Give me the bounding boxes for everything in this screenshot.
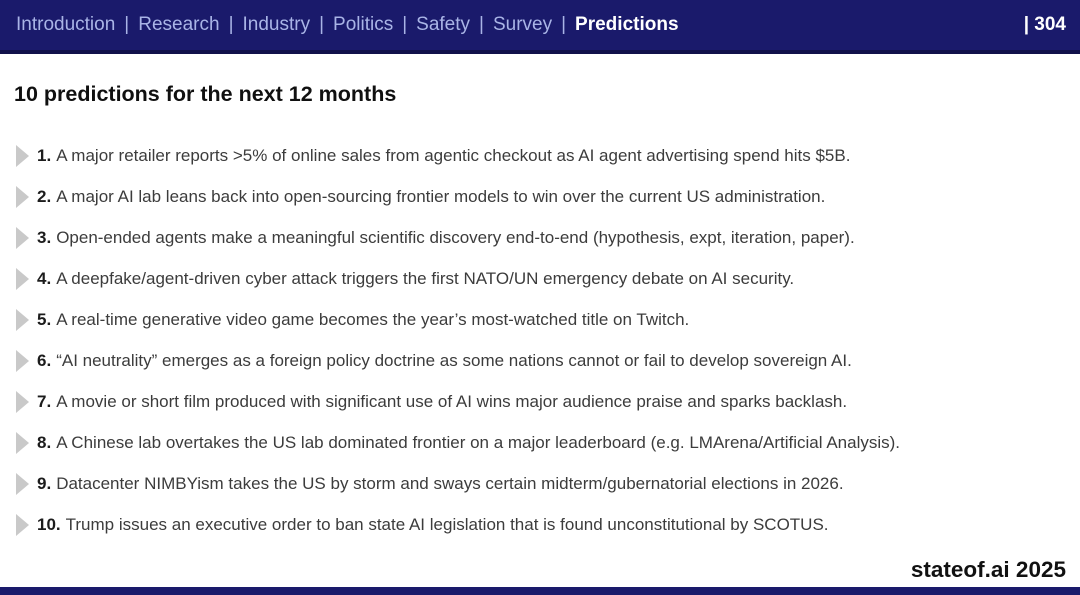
- nav-item-predictions[interactable]: Predictions: [575, 14, 679, 35]
- prediction-number: 3.: [37, 227, 52, 247]
- nav-item-industry[interactable]: Industry: [242, 14, 311, 35]
- prediction-item: 9. Datacenter NIMBYism takes the US by s…: [16, 463, 1072, 504]
- prediction-item: 7. A movie or short film produced with s…: [16, 381, 1072, 422]
- prediction-number: 8.: [37, 432, 52, 452]
- prediction-number: 2.: [37, 186, 52, 206]
- report-brand: stateof.ai 2025: [910, 557, 1066, 582]
- prediction-number: 7.: [37, 391, 52, 411]
- nav-separator: |: [561, 14, 567, 35]
- chevron-right-icon: [16, 308, 29, 331]
- prediction-number: 6.: [37, 350, 52, 370]
- prediction-item: 1. A major retailer reports >5% of onlin…: [16, 135, 1072, 176]
- prediction-text: Open-ended agents make a meaningful scie…: [56, 227, 855, 247]
- prediction-text: Datacenter NIMBYism takes the US by stor…: [56, 473, 844, 493]
- prediction-text: Trump issues an executive order to ban s…: [65, 514, 829, 534]
- page-title: 10 predictions for the next 12 months: [14, 82, 397, 106]
- section-nav: Introduction | Research | Industry | Pol…: [16, 14, 679, 36]
- prediction-text: A Chinese lab overtakes the US lab domin…: [56, 432, 901, 452]
- prediction-number: 4.: [37, 268, 52, 288]
- chevron-right-icon: [16, 513, 29, 536]
- chevron-right-icon: [16, 226, 29, 249]
- prediction-number: 10.: [37, 514, 61, 534]
- prediction-text: A major retailer reports >5% of online s…: [56, 145, 851, 165]
- prediction-text: A movie or short film produced with sign…: [56, 391, 848, 411]
- nav-separator: |: [228, 14, 234, 35]
- prediction-text: “AI neutrality” emerges as a foreign pol…: [56, 350, 852, 370]
- chevron-right-icon: [16, 472, 29, 495]
- top-navbar: Introduction | Research | Industry | Pol…: [0, 0, 1080, 54]
- prediction-item: 8. A Chinese lab overtakes the US lab do…: [16, 422, 1072, 463]
- prediction-number: 5.: [37, 309, 52, 329]
- prediction-text: A major AI lab leans back into open-sour…: [56, 186, 826, 206]
- nav-separator: |: [479, 14, 484, 35]
- nav-separator: |: [319, 14, 325, 35]
- prediction-item: 4. A deepfake/agent-driven cyber attack …: [16, 258, 1072, 299]
- prediction-item: 3. Open-ended agents make a meaningful s…: [16, 217, 1072, 258]
- chevron-right-icon: [16, 185, 29, 208]
- nav-item-safety[interactable]: Safety: [416, 14, 471, 35]
- page-number: | 304: [1023, 14, 1066, 35]
- nav-item-politics[interactable]: Politics: [333, 14, 394, 35]
- chevron-right-icon: [16, 144, 29, 167]
- chevron-right-icon: [16, 349, 29, 372]
- prediction-item: 10. Trump issues an executive order to b…: [16, 504, 1072, 545]
- nav-item-research[interactable]: Research: [138, 14, 220, 35]
- nav-separator: |: [124, 14, 130, 35]
- chevron-right-icon: [16, 390, 29, 413]
- chevron-right-icon: [16, 267, 29, 290]
- chevron-right-icon: [16, 431, 29, 454]
- prediction-text: A real-time generative video game become…: [56, 309, 690, 329]
- prediction-item: 6. “AI neutrality” emerges as a foreign …: [16, 340, 1072, 381]
- prediction-item: 5. A real-time generative video game bec…: [16, 299, 1072, 340]
- predictions-list: 1. A major retailer reports >5% of onlin…: [16, 135, 1072, 545]
- bottom-accent-bar: [0, 587, 1080, 595]
- prediction-text: A deepfake/agent-driven cyber attack tri…: [56, 268, 795, 288]
- nav-item-introduction[interactable]: Introduction: [16, 14, 116, 35]
- prediction-item: 2. A major AI lab leans back into open-s…: [16, 176, 1072, 217]
- prediction-number: 9.: [37, 473, 52, 493]
- nav-item-survey[interactable]: Survey: [492, 14, 553, 35]
- nav-separator: |: [402, 14, 408, 35]
- prediction-number: 1.: [37, 145, 52, 165]
